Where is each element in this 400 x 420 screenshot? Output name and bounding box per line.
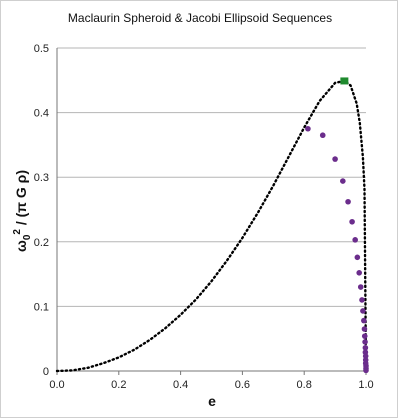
- x-tick-label: 1.0: [358, 379, 373, 391]
- jacobi-point: [361, 326, 368, 332]
- jacobi-point: [362, 344, 369, 351]
- jacobi-point: [361, 317, 367, 324]
- x-tick-label: 0.6: [235, 379, 250, 391]
- y-tick-label: 0.4: [34, 108, 49, 120]
- x-tick-label: 0.4: [173, 379, 188, 391]
- x-tick-labels: 0.0 0.2 0.4 0.6 0.8 1.0: [49, 379, 373, 391]
- axes: [56, 48, 367, 375]
- jacobi-point: [356, 270, 363, 276]
- jacobi-point: [363, 367, 369, 374]
- jacobi-point: [362, 353, 369, 359]
- x-tick-label: 0.2: [111, 379, 126, 391]
- y-tick-label: 0: [43, 366, 49, 378]
- jacobi-point: [345, 198, 351, 205]
- y-tick-label: 0.3: [34, 172, 49, 184]
- jacobi-point: [361, 333, 368, 339]
- jacobi-point: [305, 125, 311, 132]
- jacobi-point: [359, 297, 365, 303]
- y-tick-label: 0.1: [34, 301, 49, 313]
- y-tick-label: 0.2: [34, 237, 49, 249]
- grid: [57, 47, 366, 307]
- jacobi-point: [340, 178, 346, 184]
- x-tick-label: 0.8: [297, 379, 312, 391]
- bifurcation-point: [340, 77, 349, 85]
- y-tick-label: 0.5: [34, 43, 49, 55]
- y-tick-labels: 0 0.1 0.2 0.3 0.4 0.5: [34, 43, 49, 378]
- jacobi-point: [349, 218, 355, 225]
- y-label-sup: 2: [12, 229, 23, 235]
- jacobi-point: [352, 237, 358, 243]
- jacobi-point: [332, 156, 338, 162]
- y-label-omega: ω: [13, 240, 29, 252]
- jacobi-point: [360, 308, 366, 314]
- jacobi-point: [357, 284, 364, 290]
- y-label-sub: 0: [22, 234, 33, 240]
- series-layer: [55, 77, 369, 374]
- x-axis-label: e: [208, 393, 216, 409]
- y-label-rest: / (π G ρ): [13, 170, 29, 229]
- y-axis-label: ω02 / (π G ρ): [12, 170, 33, 252]
- x-tick-label: 0.0: [49, 379, 64, 391]
- jacobi-point: [319, 132, 326, 139]
- maclaurin-sequence-line: [55, 79, 368, 373]
- jacobi-point: [354, 254, 361, 261]
- jacobi-point: [362, 339, 368, 345]
- chart-title: Maclaurin Spheroid & Jacobi Ellipsoid Se…: [68, 11, 332, 25]
